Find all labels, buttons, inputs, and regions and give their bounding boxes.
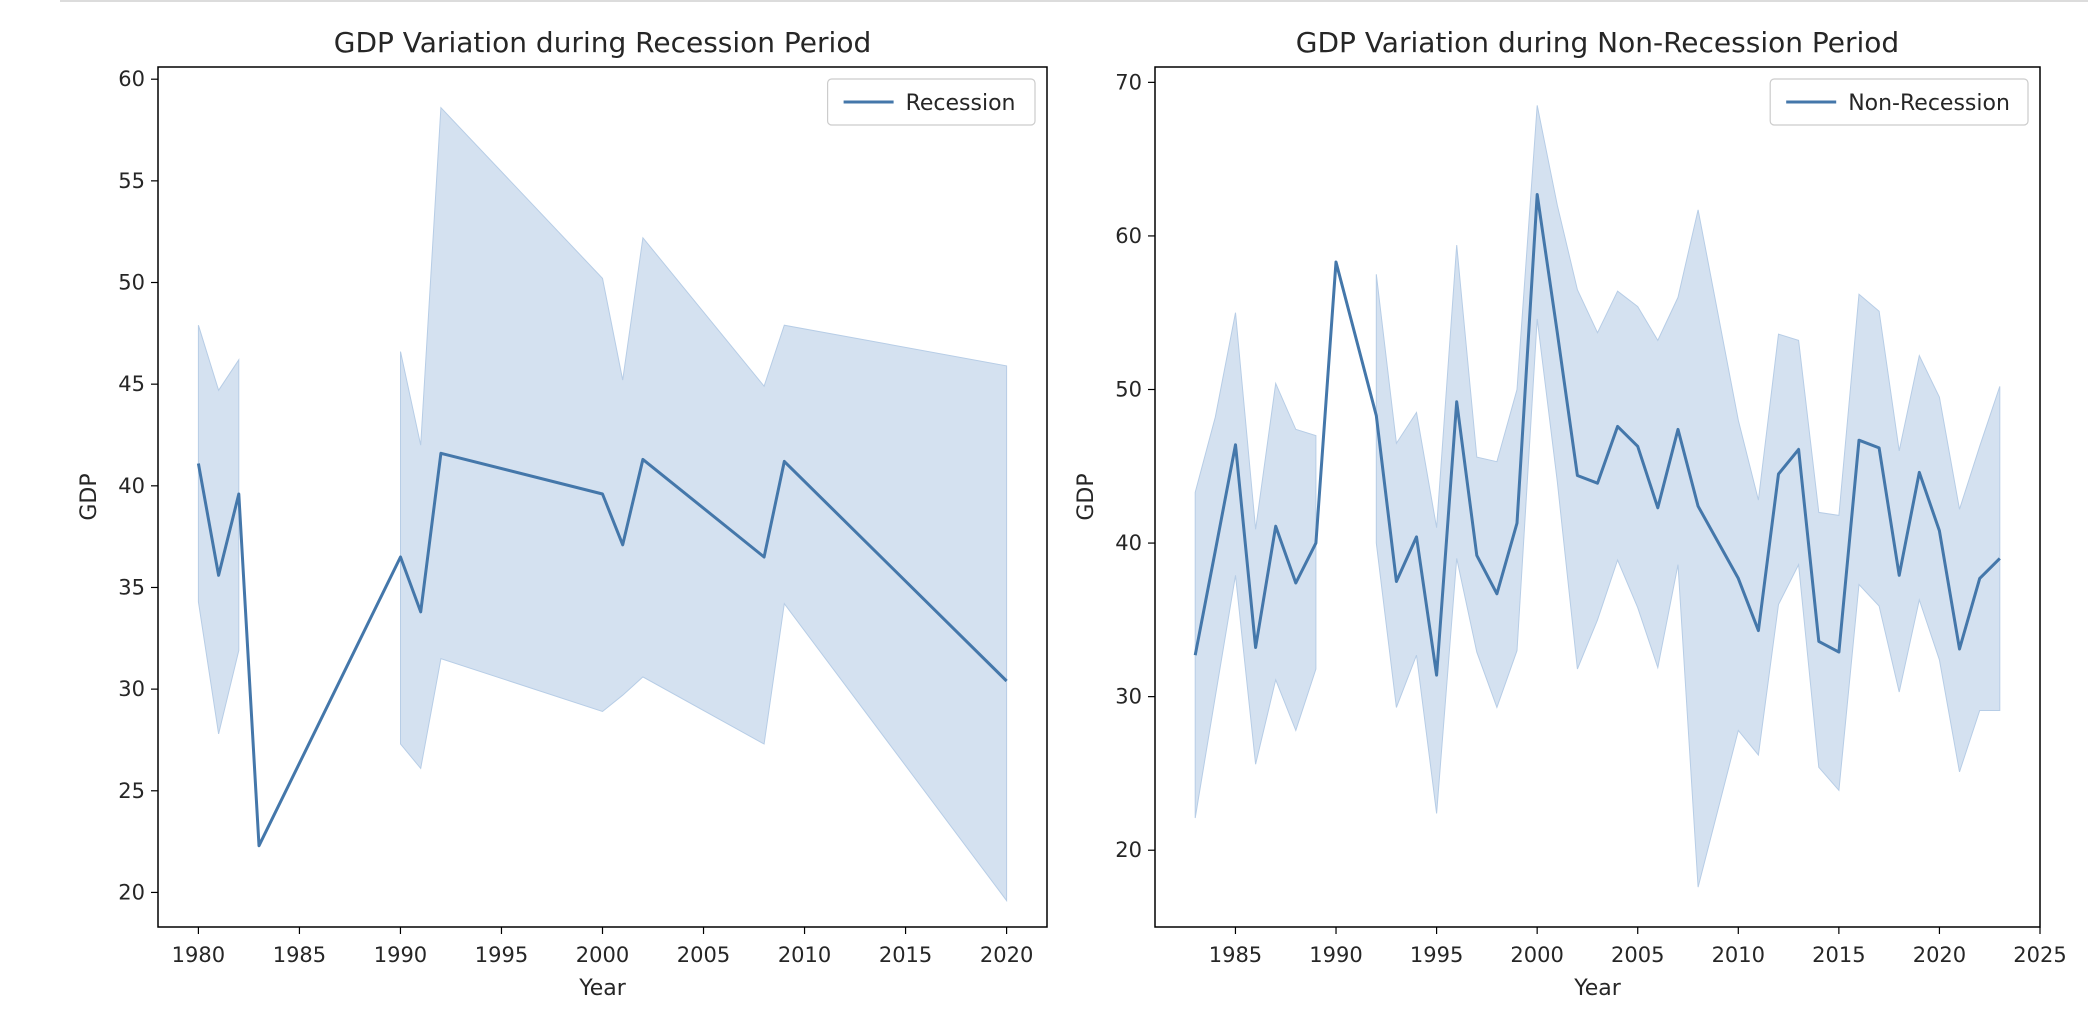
recession-y-tick-label: 25 <box>118 779 145 803</box>
top-divider <box>60 0 2088 2</box>
recession-x-tick-label: 2005 <box>677 943 730 967</box>
non-recession-x-tick-label: 2025 <box>2013 943 2066 967</box>
recession-legend-label: Recession <box>906 91 1016 116</box>
recession-y-tick-label: 40 <box>118 474 145 498</box>
non-recession-x-tick-label: 2015 <box>1812 943 1865 967</box>
recession-y-tick-label: 50 <box>118 271 145 295</box>
non-recession-chart-title: GDP Variation during Non-Recession Perio… <box>1296 26 1899 59</box>
non-recession-x-tick-label: 2020 <box>1913 943 1966 967</box>
recession-chart: 1980 1985 1990 1995 2000 2005 2010 2015 20202025… <box>77 26 1048 1001</box>
recession-x-tick-label: 2010 <box>778 943 831 967</box>
recession-y-tick-label: 45 <box>118 372 145 396</box>
recession-x-tick-label: 1980 <box>172 943 225 967</box>
non-recession-series-line <box>1193 193 2001 677</box>
non-recession-x-tick-label: 1995 <box>1410 943 1463 967</box>
non-recession-y-tick-label: 30 <box>1115 685 1142 709</box>
recession-confidence-band-1 <box>400 106 1008 903</box>
recession-x-tick-label: 1985 <box>273 943 326 967</box>
recession-confidence-band-0 <box>197 325 240 735</box>
recession-y-axis-label: GDP <box>77 473 102 520</box>
recession-x-tick-label: 2015 <box>879 943 932 967</box>
recession-x-tick-label: 2000 <box>576 943 629 967</box>
non-recession-x-tick-label: 2005 <box>1611 943 1664 967</box>
recession-chart-title: GDP Variation during Recession Period <box>334 26 871 59</box>
non-recession-y-tick-label: 50 <box>1115 378 1142 402</box>
recession-x-tick-label: 2020 <box>980 943 1033 967</box>
non-recession-x-tick-label: 1985 <box>1209 943 1262 967</box>
non-recession-plot-frame <box>1154 66 2041 928</box>
non-recession-x-tick-label: 2010 <box>1712 943 1765 967</box>
recession-series-line <box>196 451 1008 848</box>
non-recession-y-axis-label: GDP <box>1074 473 1099 520</box>
recession-x-tick-label: 1990 <box>374 943 427 967</box>
non-recession-legend: Non-Recession <box>1769 78 2029 126</box>
recession-legend: Recession <box>826 78 1036 126</box>
non-recession-y-tick-label: 40 <box>1115 531 1142 555</box>
non-recession-confidence-band-1 <box>1375 105 2001 888</box>
recession-x-axis-label: Year <box>578 976 627 1001</box>
non-recession-x-axis-label: Year <box>1573 976 1622 1001</box>
recession-x-tick-label: 1995 <box>475 943 528 967</box>
non-recession-chart: 1985 1990 1995 2000 2005 2010 2015 2020 20252030… <box>1074 26 2067 1001</box>
recession-y-tick-label: 30 <box>118 677 145 701</box>
recession-y-tick-label: 20 <box>118 880 145 904</box>
non-recession-y-tick-label: 20 <box>1115 838 1142 862</box>
recession-legend-box <box>826 78 1036 126</box>
non-recession-x-tick-label: 1990 <box>1309 943 1362 967</box>
non-recession-legend-label: Non-Recession <box>1848 91 2010 116</box>
recession-y-tick-label: 35 <box>118 575 145 599</box>
non-recession-x-tick-label: 2000 <box>1510 943 1563 967</box>
non-recession-y-tick-label: 60 <box>1115 224 1142 248</box>
recession-y-tick-label: 55 <box>118 169 145 193</box>
non-recession-confidence-band-0 <box>1194 312 1317 819</box>
non-recession-legend-box <box>1769 78 2029 126</box>
non-recession-y-tick-label: 70 <box>1115 70 1142 94</box>
recession-y-tick-label: 60 <box>118 67 145 91</box>
